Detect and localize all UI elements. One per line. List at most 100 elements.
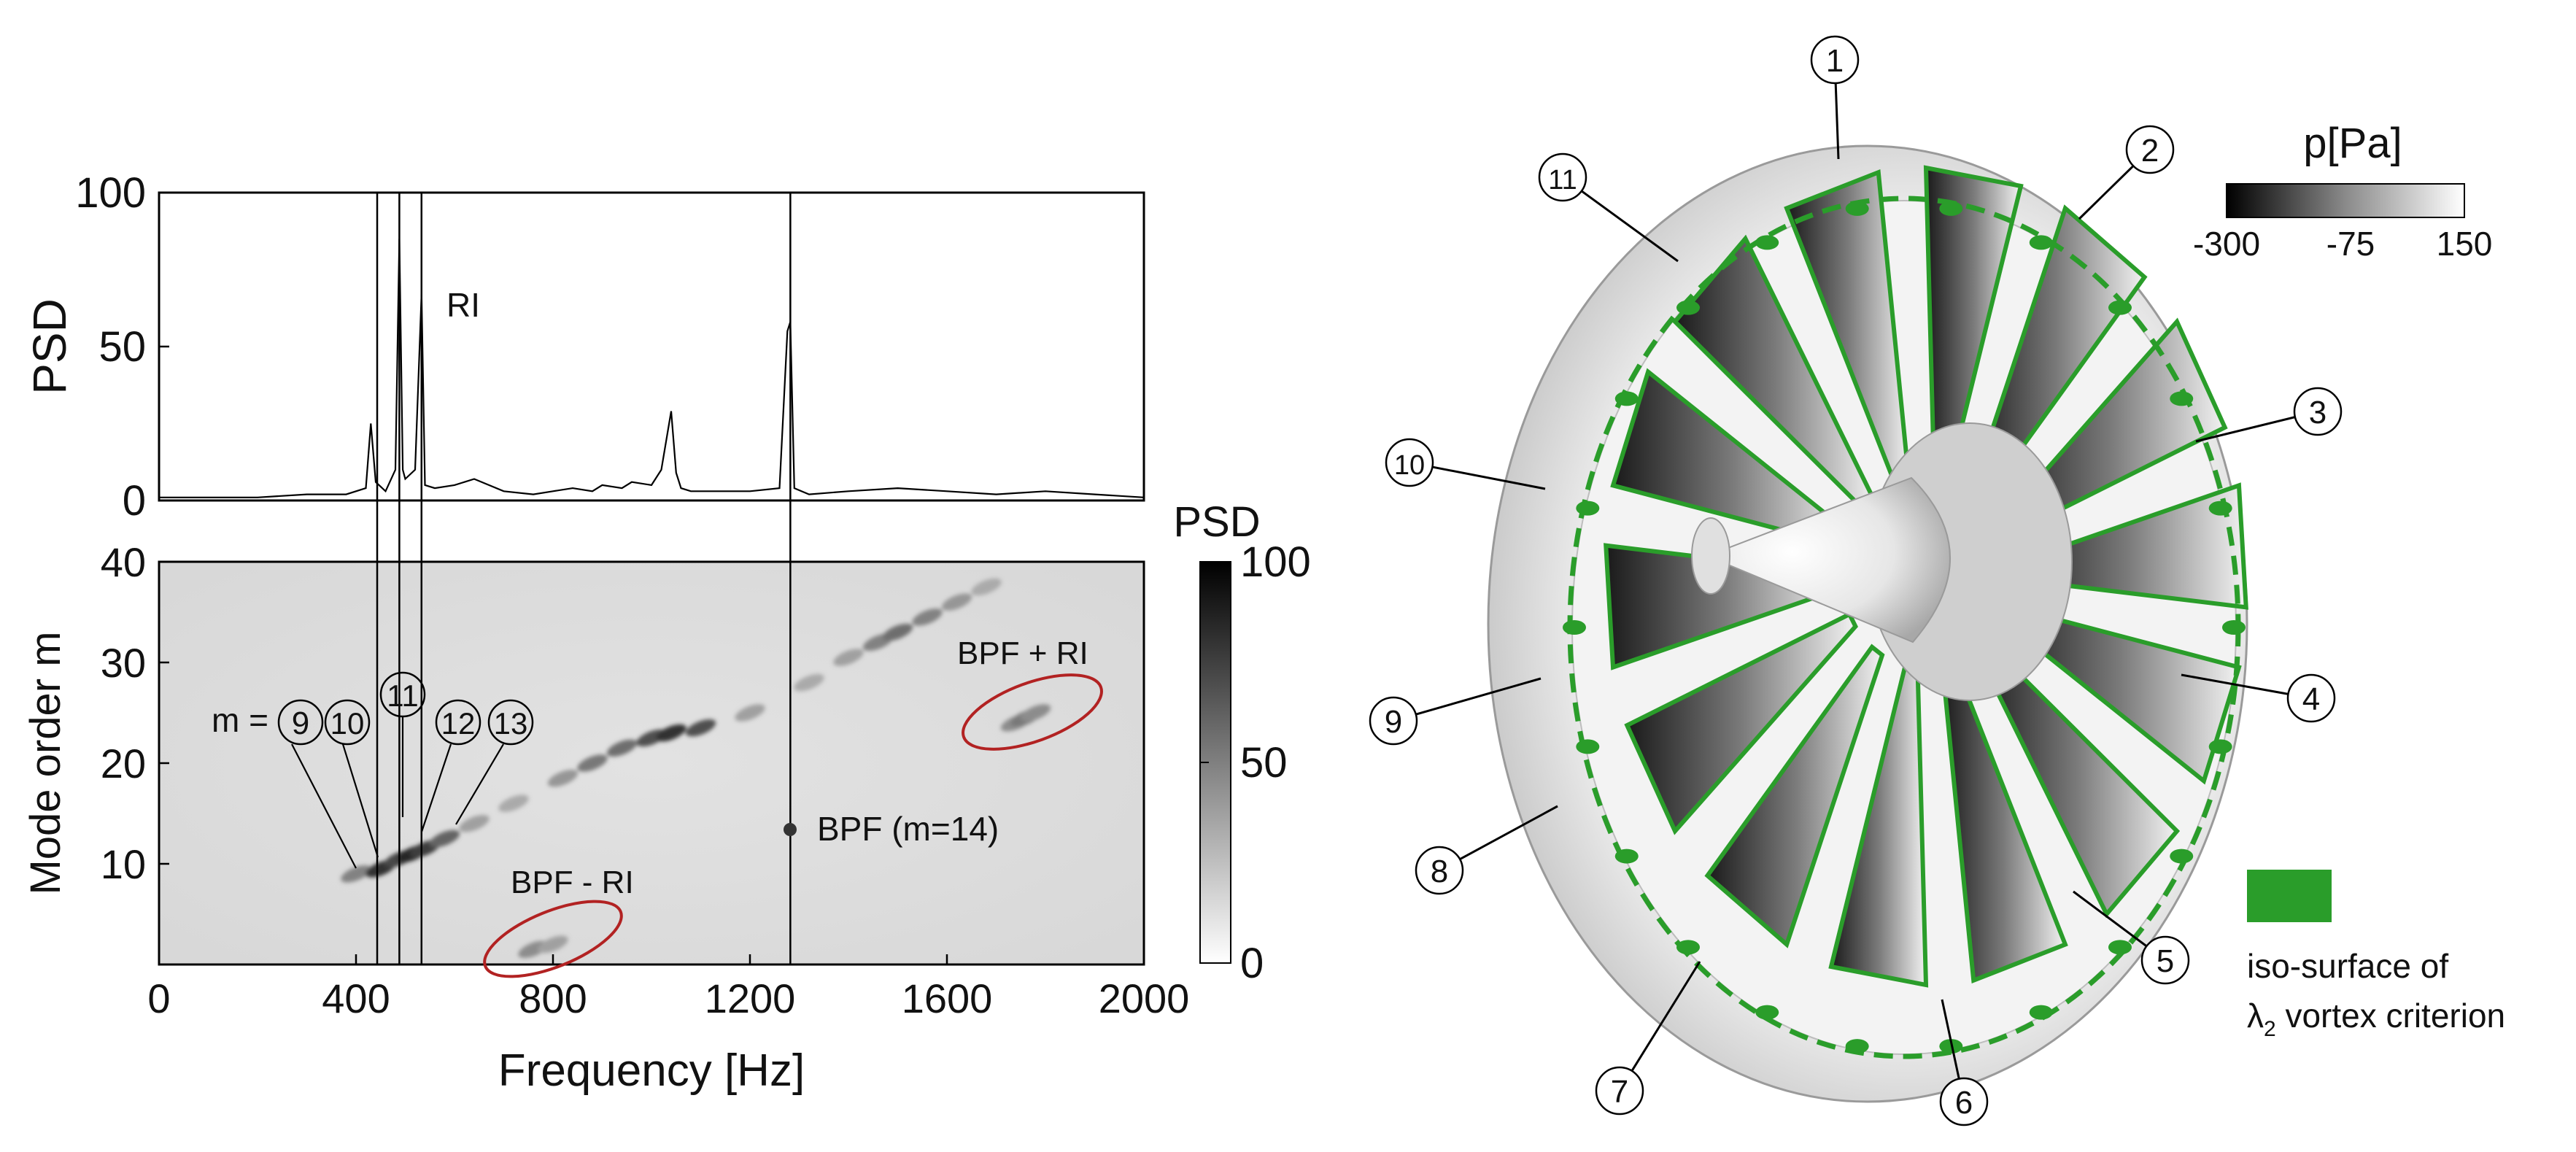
pressure-colorbar-label: p[Pa] — [2303, 120, 2402, 167]
bpf-minus-ri-label: BPF - RI — [511, 865, 634, 900]
psd-y-ticks: 0 50 100 — [75, 169, 169, 525]
bpf-m14-label: BPF (m=14) — [817, 810, 999, 848]
vortex-blob — [1676, 940, 1701, 955]
heatmap-y-tick-label: 40 — [101, 539, 146, 585]
mode-circle-10: 10 — [324, 699, 371, 746]
svg-text:10: 10 — [1394, 450, 1425, 481]
svg-text:-300: -300 — [2193, 225, 2260, 263]
heatmap-y-axis-label: Mode order m — [22, 631, 69, 894]
fan-blade — [1704, 643, 1885, 948]
svg-text:5: 5 — [2157, 943, 2174, 979]
mode-leader-lines — [291, 716, 504, 869]
vortex-legend-swatch — [2247, 870, 2332, 922]
heatmap-y-tick-label: 30 — [101, 640, 146, 686]
blade-callout-7: 7 — [1595, 961, 1701, 1116]
bpf-plus-ri-label: BPF + RI — [957, 635, 1088, 671]
svg-text:9: 9 — [1385, 704, 1402, 740]
fan-blade — [1940, 660, 2068, 984]
vortex-blob — [1845, 201, 1869, 216]
fan-blade — [1624, 611, 1858, 835]
blade-number-callouts: 1 2 3 4 5 6 7 8 9 10 11 — [1369, 35, 2343, 1126]
svg-text:8: 8 — [1431, 854, 1448, 889]
heatmap-x-tick-label: 2000 — [1099, 975, 1190, 1021]
blade-callout-4: 4 — [2181, 673, 2336, 723]
psd-colorbar-tick-label: 50 — [1240, 739, 1288, 786]
blade-callout-8: 8 — [1415, 805, 1558, 895]
vortex-blob — [1755, 235, 1779, 250]
heatmap-cell — [341, 865, 371, 883]
heatmap-cell — [656, 724, 686, 742]
vortex-blob — [2108, 300, 2132, 315]
heatmap-cell — [941, 593, 972, 611]
vortex-blob — [1939, 201, 1963, 216]
svg-text:6: 6 — [1955, 1085, 1973, 1121]
blade-callout-6: 6 — [1939, 999, 1989, 1126]
heatmap-cell — [735, 704, 765, 722]
bpf-marker-dot — [784, 823, 797, 836]
pressure-colorbar-ticks: -300 -75 150 — [2193, 225, 2492, 263]
psd-plot-frame — [158, 191, 1145, 502]
svg-text:2: 2 — [2141, 133, 2159, 169]
svg-text:13: 13 — [494, 706, 528, 741]
heatmap-cell — [794, 673, 824, 692]
fan-blade — [1923, 165, 2024, 490]
vortex-blob — [1845, 1039, 1869, 1054]
svg-text:-75: -75 — [2326, 225, 2375, 263]
svg-text:12: 12 — [441, 706, 476, 741]
vortex-blob — [2029, 235, 2053, 250]
svg-text:11: 11 — [1548, 165, 1577, 196]
heatmap-cell — [538, 935, 568, 954]
heatmap-ridge — [341, 578, 1051, 959]
fan-blade — [1997, 603, 2242, 785]
heatmap-cell — [547, 769, 579, 787]
vortex-blob — [1576, 739, 1600, 754]
heatmap-x-tick-label: 1600 — [902, 975, 993, 1021]
vortex-legend-line2: λ2 vortex criterion — [2247, 997, 2505, 1041]
svg-text:4: 4 — [2302, 681, 2320, 717]
blade-callout-5: 5 — [2073, 890, 2190, 985]
vortex-blob — [2108, 940, 2132, 955]
heatmap-cell — [1020, 704, 1051, 722]
blade-callout-1: 1 — [1810, 35, 1860, 160]
svg-text:3: 3 — [2309, 395, 2326, 430]
blade-callout-3: 3 — [2195, 387, 2343, 443]
ri-annotation: RI — [446, 286, 480, 324]
heatmap-cell — [912, 608, 943, 626]
psd-colorbar-tick-label: 0 — [1240, 940, 1264, 987]
fan-blades — [1604, 165, 2248, 988]
vortex-legend-line1: iso-surface of — [2247, 947, 2448, 985]
svg-text:10: 10 — [330, 706, 365, 741]
vortex-blob — [2222, 620, 2246, 635]
heatmap-cell — [833, 649, 864, 666]
m-equals-label: m = — [212, 701, 268, 739]
heatmap-cell — [971, 578, 1002, 596]
vortex-blob — [1576, 500, 1600, 516]
psd-y-axis-label: PSD — [23, 298, 76, 395]
blade-callout-11: 11 — [1538, 152, 1679, 263]
bpf-minus-ri-ellipse — [483, 900, 623, 978]
svg-text:150: 150 — [2437, 225, 2493, 263]
mode-circle-13: 13 — [487, 699, 534, 746]
fan-blade — [1610, 368, 1854, 550]
svg-text:7: 7 — [1611, 1074, 1628, 1110]
heatmap-cell — [498, 795, 529, 812]
psd-y-tick-label: 0 — [123, 477, 146, 525]
heatmap-y-tick-label: 10 — [101, 841, 146, 887]
vortex-blob — [1676, 300, 1701, 315]
svg-text:11: 11 — [387, 679, 419, 713]
mode-circle-9: 9 — [277, 699, 324, 746]
blade-callout-2: 2 — [2078, 125, 2175, 220]
vortex-blob — [2208, 739, 2232, 754]
vortex-blob — [1563, 620, 1586, 635]
psd-colorbar-tick-label: 100 — [1240, 538, 1311, 586]
heatmap-x-tick-label: 1200 — [705, 975, 796, 1021]
heatmap-x-tick-label: 0 — [147, 975, 170, 1021]
mode-circle-12: 12 — [435, 699, 481, 746]
blade-callout-10: 10 — [1385, 438, 1546, 490]
psd-spectrum-line — [159, 239, 1145, 498]
svg-text:1: 1 — [1826, 43, 1844, 79]
psd-colorbar-ticks: 0 50 100 — [1200, 538, 1311, 987]
heatmap-cell — [882, 623, 913, 641]
